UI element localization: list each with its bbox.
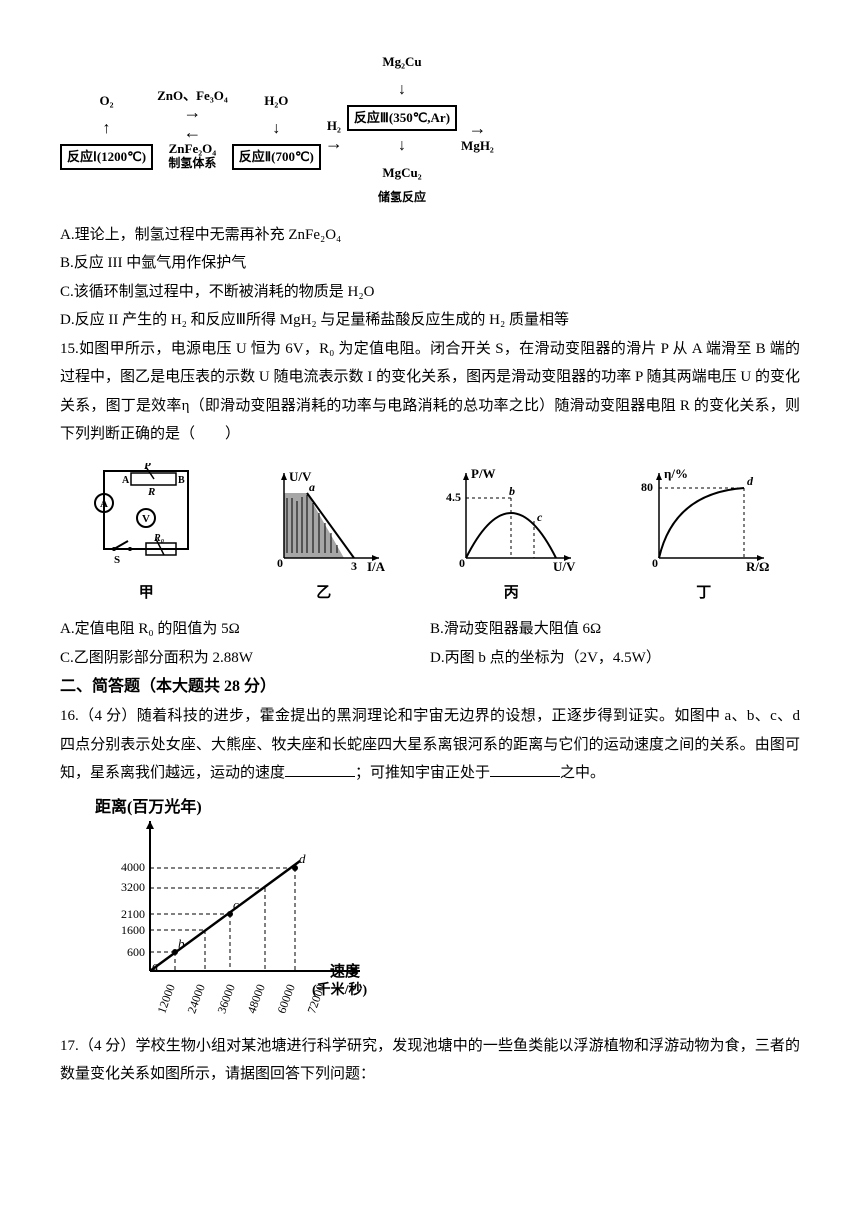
label-h2: H₂ [327, 118, 341, 133]
svg-text:36000: 36000 [214, 982, 237, 1015]
section-2-heading: 二、简答题（本大题共 28 分） [60, 672, 800, 702]
svg-text:2100: 2100 [121, 907, 145, 921]
svg-text:R/Ω: R/Ω [746, 559, 769, 573]
fig-label-yi: 乙 [316, 579, 331, 608]
svg-text:1600: 1600 [121, 923, 145, 937]
chart-yi-icon: U/V I/A a 3 0 [259, 463, 389, 573]
q16-blank-2[interactable] [490, 761, 560, 777]
label-h2o: H₂O [264, 93, 288, 108]
arrow-left-icon [183, 123, 201, 143]
label-mgcu2: MgCu₂ [382, 165, 421, 180]
label-znfe2o4: ZnFe₂O₄ [169, 141, 217, 156]
svg-text:P/W: P/W [471, 466, 496, 481]
fig-yi: U/V I/A a 3 0 乙 [259, 463, 389, 608]
arrow-up-icon [103, 114, 111, 144]
distance-speed-chart-icon: 距离(百万光年) 600 1600 2100 3200 4000 12000 2… [90, 796, 390, 1016]
box-reaction-3: 反应Ⅲ(350℃,Ar) [347, 105, 457, 131]
q16-text-3: 之中。 [560, 765, 605, 781]
svg-text:80: 80 [641, 480, 653, 494]
label-o2: O₂ [100, 93, 114, 108]
svg-text:S: S [114, 554, 120, 566]
svg-text:U/V: U/V [553, 559, 576, 573]
q14-option-c: C.该循环制氢过程中，不断被消耗的物质是 H₂O [60, 278, 800, 307]
label-zno: ZnO、Fe₃O₄ [157, 88, 228, 103]
svg-text:4.5: 4.5 [446, 490, 461, 504]
svg-text:4000: 4000 [121, 860, 145, 874]
svg-text:0: 0 [459, 556, 465, 570]
q17-stem: 17.（4 分）学校生物小组对某池塘进行科学研究，发现池塘中的一些鱼类能以浮游植… [60, 1032, 800, 1089]
reaction-flow-diagram: O₂ 反应Ⅰ(1200℃) ZnO、Fe₃O₄ ZnFe₂O₄ 制氢体系 H₂O… [60, 50, 800, 209]
svg-text:R: R [147, 486, 155, 498]
svg-text:600: 600 [127, 945, 145, 959]
svg-text:c: c [537, 510, 543, 524]
arrow-down-icon [272, 114, 280, 144]
svg-text:c: c [233, 897, 239, 912]
svg-text:b: b [509, 484, 515, 498]
label-mg2cu: Mg₂Cu [382, 54, 421, 69]
q15-option-b: B.滑动变阻器最大阻值 6Ω [430, 615, 800, 644]
q16-stem: 16.（4 分）随着科技的进步，霍金提出的黑洞理论和宇宙无边界的设想，正逐步得到… [60, 702, 800, 788]
q16-chart: 距离(百万光年) 600 1600 2100 3200 4000 12000 2… [90, 796, 800, 1016]
svg-text:a: a [152, 958, 159, 973]
q14-option-d: D.反应 II 产生的 H₂ 和反应Ⅲ所得 MgH₂ 与足量稀盐酸反应生成的 H… [60, 306, 800, 335]
svg-text:48000: 48000 [244, 982, 267, 1015]
q15-option-a: A.定值电阻 R₀ 的阻值为 5Ω [60, 615, 430, 644]
svg-text:3: 3 [351, 559, 357, 573]
fig-label-ding: 丁 [696, 579, 711, 608]
q15-figures: P A B R A V S R₀ 甲 [60, 463, 800, 608]
svg-text:12000: 12000 [154, 982, 177, 1015]
svg-text:24000: 24000 [184, 982, 207, 1015]
q14-option-a: A.理论上，制氢过程中无需再补充 ZnFe₂O₄ [60, 221, 800, 250]
box-reaction-1: 反应Ⅰ(1200℃) [60, 144, 153, 170]
svg-text:η/%: η/% [664, 466, 688, 481]
svg-text:V: V [142, 513, 150, 525]
svg-text:(千米/秒): (千米/秒) [312, 981, 368, 998]
q16-text-2: ；可推知宇宙正处于 [355, 765, 490, 781]
fig-label-jia: 甲 [139, 579, 154, 608]
svg-text:a: a [309, 480, 315, 494]
svg-text:b: b [178, 936, 185, 951]
svg-text:速度: 速度 [330, 962, 361, 980]
fig-ding: 80 d η/% R/Ω 0 丁 [634, 463, 774, 608]
fig-jia: P A B R A V S R₀ 甲 [86, 463, 206, 608]
arrow-right-icon [325, 134, 343, 154]
svg-text:0: 0 [277, 556, 283, 570]
svg-text:A: A [122, 475, 130, 486]
svg-text:A: A [100, 498, 108, 510]
q15-option-d: D.丙图 b 点的坐标为（2V，4.5W） [430, 644, 800, 673]
box-reaction-2: 反应Ⅱ(700℃) [232, 144, 321, 170]
svg-text:B: B [178, 475, 185, 486]
svg-text:距离(百万光年): 距离(百万光年) [95, 797, 202, 816]
q15-option-c: C.乙图阴影部分面积为 2.88W [60, 644, 430, 673]
q14-option-b: B.反应 III 中氩气用作保护气 [60, 249, 800, 278]
label-zhiqing: 制氢体系 [168, 157, 216, 170]
fig-bing: 4.5 b c P/W U/V 0 丙 [441, 463, 581, 608]
label-chuqing: 储氢反应 [378, 186, 426, 209]
fig-label-bing: 丙 [504, 579, 519, 608]
svg-text:d: d [747, 474, 754, 488]
q15-stem: 15.如图甲所示，电源电压 U 恒为 6V，R₀ 为定值电阻。闭合开关 S，在滑… [60, 335, 800, 449]
arrow-right-icon [183, 103, 201, 123]
label-mgh2: MgH₂ [461, 138, 494, 153]
arrow-right-icon [468, 119, 486, 139]
svg-text:0: 0 [652, 556, 658, 570]
circuit-icon: P A B R A V S R₀ [86, 463, 206, 573]
svg-text:60000: 60000 [274, 982, 297, 1015]
chart-bing-icon: 4.5 b c P/W U/V 0 [441, 463, 581, 573]
svg-text:3200: 3200 [121, 880, 145, 894]
svg-text:I/A: I/A [367, 559, 386, 573]
arrow-down-icon [398, 131, 406, 161]
q16-blank-1[interactable] [285, 761, 355, 777]
svg-text:P: P [144, 463, 151, 472]
arrow-down-icon [398, 75, 406, 105]
chart-ding-icon: 80 d η/% R/Ω 0 [634, 463, 774, 573]
svg-text:d: d [299, 851, 306, 866]
svg-text:R₀: R₀ [153, 533, 165, 544]
